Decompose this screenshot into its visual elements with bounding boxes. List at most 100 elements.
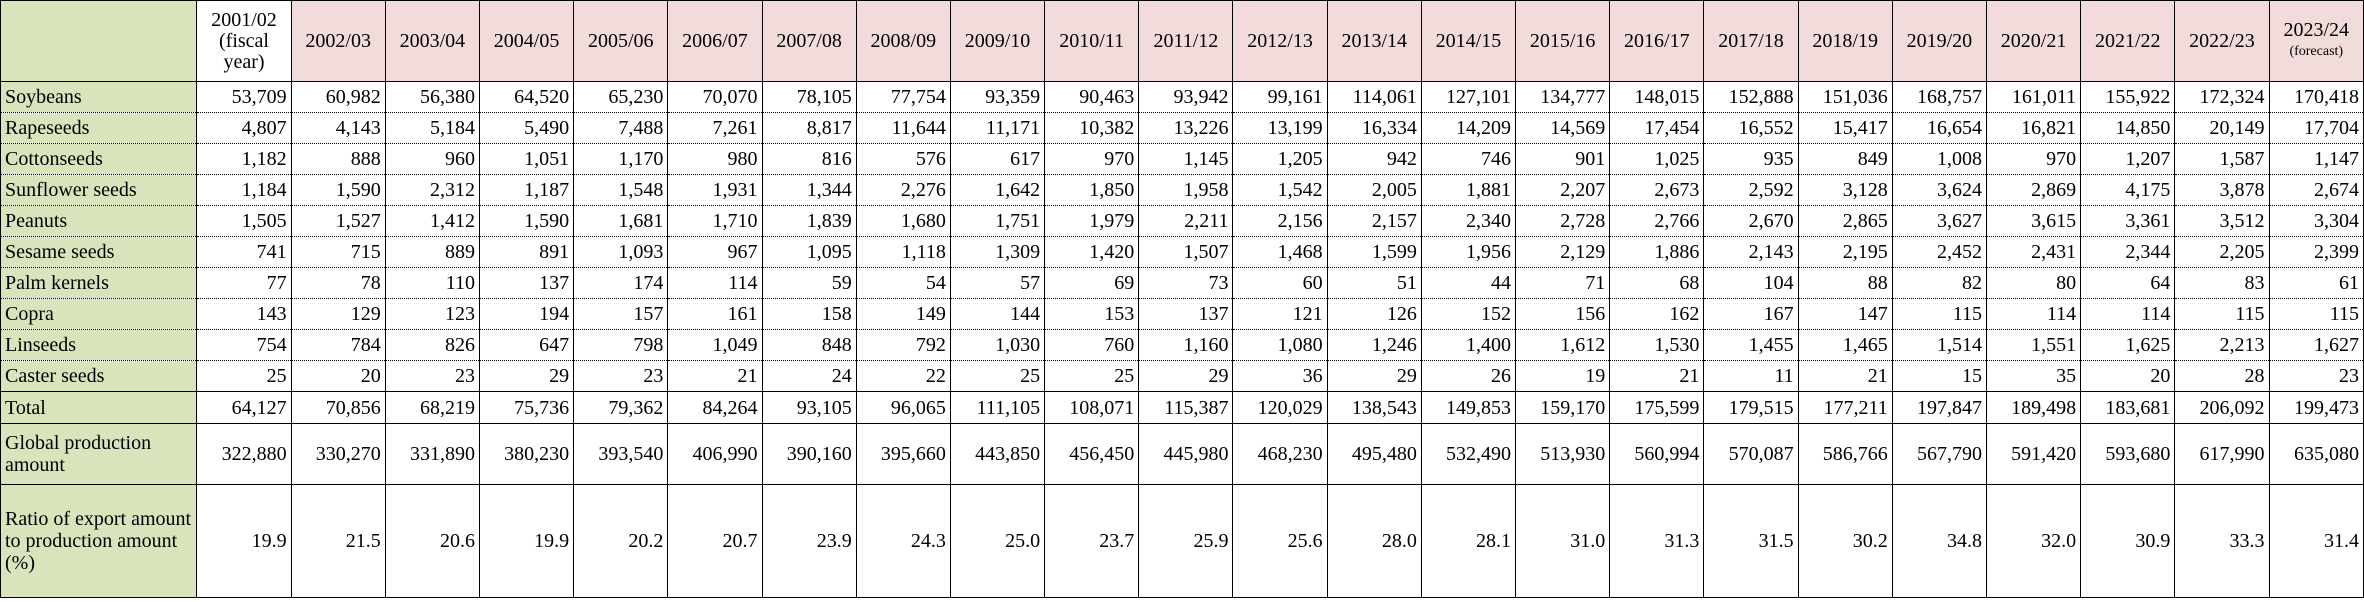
value-cell: 741 — [196, 236, 292, 268]
value-cell: 82 — [1891, 267, 1987, 299]
value-cell: 152 — [1420, 298, 1517, 330]
value-cell: 2,431 — [1985, 236, 2082, 268]
value-cell: 593,680 — [2080, 423, 2176, 485]
value-cell: 1,030 — [949, 329, 1046, 361]
year-header: 2007/08 — [761, 0, 857, 82]
value-cell: 34.8 — [1891, 484, 1987, 598]
value-cell: 28.1 — [1420, 484, 1517, 598]
value-cell: 57 — [949, 267, 1046, 299]
year-label: 2021/22 — [2094, 30, 2161, 52]
value-cell: 93,942 — [1138, 81, 1234, 113]
year-header: 2018/19 — [1797, 0, 1893, 82]
value-cell: 3,128 — [1797, 174, 1893, 206]
value-cell: 29 — [1326, 360, 1422, 392]
value-cell: 206,092 — [2174, 391, 2270, 424]
forecast-note: (forecast) — [2289, 44, 2344, 59]
value-cell: 20 — [2080, 360, 2176, 392]
value-cell: 390,160 — [761, 423, 857, 485]
year-label: 2011/12 — [1153, 30, 1219, 52]
value-cell: 889 — [384, 236, 480, 268]
value-cell: 456,450 — [1044, 423, 1140, 485]
value-cell: 71 — [1515, 267, 1611, 299]
value-cell: 1,049 — [667, 329, 763, 361]
value-cell: 2,195 — [1797, 236, 1893, 268]
value-cell: 35 — [1985, 360, 2082, 392]
value-cell: 162 — [1609, 298, 1705, 330]
value-cell: 3,615 — [1985, 205, 2082, 237]
value-cell: 495,480 — [1326, 423, 1422, 485]
value-cell: 88 — [1797, 267, 1893, 299]
value-cell: 792 — [855, 329, 951, 361]
value-cell: 111,105 — [949, 391, 1046, 424]
value-cell: 149,853 — [1420, 391, 1517, 424]
year-label: 2013/14 — [1341, 30, 1408, 52]
row-label: Soybeans — [0, 81, 198, 113]
value-cell: 16,552 — [1703, 112, 1799, 144]
value-cell: 129 — [290, 298, 386, 330]
year-label: 2016/17 — [1624, 30, 1690, 52]
year-label: 2022/23 — [2189, 30, 2255, 52]
value-cell: 715 — [290, 236, 386, 268]
value-cell: 161,011 — [1985, 81, 2082, 113]
value-cell: 1,590 — [478, 205, 575, 237]
value-cell: 3,624 — [1891, 174, 1987, 206]
year-header: 2014/15 — [1420, 0, 1517, 82]
value-cell: 30.9 — [2080, 484, 2176, 598]
value-cell: 1,627 — [2268, 329, 2364, 361]
row-label: Sunflower seeds — [0, 174, 198, 206]
year-header: 2015/16 — [1515, 0, 1611, 82]
year-label: 2017/18 — [1718, 30, 1784, 52]
value-cell: 1,710 — [667, 205, 763, 237]
value-cell: 61 — [2268, 267, 2364, 299]
value-cell: 79,362 — [573, 391, 669, 424]
value-cell: 123 — [384, 298, 480, 330]
value-cell: 1,400 — [1420, 329, 1517, 361]
year-header: 2003/04 — [384, 0, 480, 82]
value-cell: 1,599 — [1326, 236, 1422, 268]
value-cell: 1,530 — [1609, 329, 1705, 361]
value-cell: 322,880 — [196, 423, 292, 485]
year-label: (fiscal — [219, 29, 269, 52]
value-cell: 570,087 — [1703, 423, 1799, 485]
value-cell: 137 — [478, 267, 575, 299]
value-cell: 69 — [1044, 267, 1140, 299]
value-cell: 1,886 — [1609, 236, 1705, 268]
value-cell: 68,219 — [384, 391, 480, 424]
value-cell: 29 — [478, 360, 575, 392]
year-header: 2009/10 — [949, 0, 1046, 82]
year-header: 2022/23 — [2174, 0, 2270, 82]
value-cell: 99,161 — [1232, 81, 1328, 113]
value-cell: 179,515 — [1703, 391, 1799, 424]
year-header: 2005/06 — [573, 0, 669, 82]
value-cell: 1,527 — [290, 205, 386, 237]
value-cell: 647 — [478, 329, 575, 361]
value-cell: 591,420 — [1985, 423, 2082, 485]
value-cell: 586,766 — [1797, 423, 1893, 485]
value-cell: 32.0 — [1985, 484, 2082, 598]
value-cell: 16,654 — [1891, 112, 1987, 144]
value-cell: 28 — [2174, 360, 2270, 392]
value-cell: 149 — [855, 298, 951, 330]
year-header-row: 2001/02 (fiscal year) 2002/03 2003/04 2004/05… — [0, 0, 2364, 82]
year-label: 2005/06 — [587, 30, 654, 52]
year-label: 2006/07 — [682, 30, 748, 52]
value-cell: 1,147 — [2268, 143, 2364, 175]
value-cell: 115 — [2174, 298, 2270, 330]
value-cell: 1,931 — [667, 174, 763, 206]
value-cell: 25 — [949, 360, 1046, 392]
row-label: Rapeseeds — [0, 112, 198, 144]
value-cell: 77 — [196, 267, 292, 299]
value-cell: 31.4 — [2268, 484, 2364, 598]
value-cell: 23 — [573, 360, 669, 392]
value-cell: 56,380 — [384, 81, 480, 113]
value-cell: 175,599 — [1609, 391, 1705, 424]
value-cell: 443,850 — [949, 423, 1046, 485]
value-cell: 167 — [1703, 298, 1799, 330]
year-label: year) — [223, 50, 265, 73]
value-cell: 157 — [573, 298, 669, 330]
value-cell: 148,015 — [1609, 81, 1705, 113]
value-cell: 83 — [2174, 267, 2270, 299]
value-cell: 2,005 — [1326, 174, 1422, 206]
value-cell: 13,199 — [1232, 112, 1328, 144]
value-cell: 1,590 — [290, 174, 386, 206]
